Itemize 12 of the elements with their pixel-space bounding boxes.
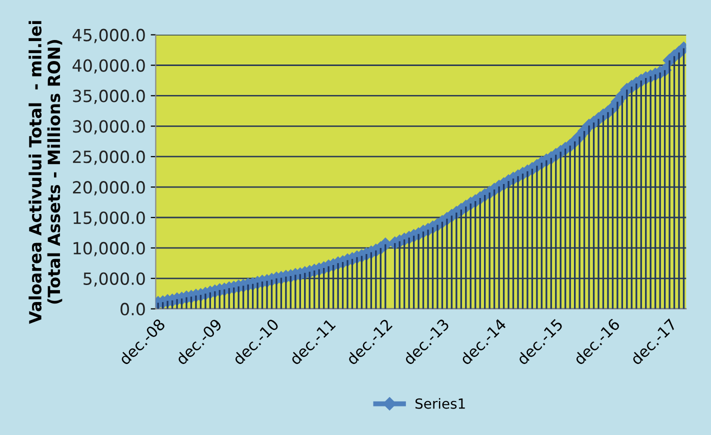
y-axis-title: Valoarea Activului Total - mil.lei (Total Assets - Millions RON)	[28, 21, 62, 324]
y-tick-label: 10,000.0	[74, 242, 145, 256]
y-tick-label: 40,000.0	[72, 59, 145, 74]
y-tick-label: 25,000.0	[72, 150, 145, 165]
y-tick-label: 35,000.0	[73, 90, 145, 104]
y-tick-label: 30,000.0	[73, 120, 145, 134]
y-tick-label: 45,000.0	[72, 28, 145, 44]
y-tick-label: 0.0	[120, 302, 145, 316]
y-tick-label: 20,000.0	[72, 181, 145, 196]
y-tick-label: 15,000.0	[74, 211, 145, 226]
legend-label: Series1	[415, 398, 465, 409]
y-tick-label: 5,000.0	[84, 272, 145, 287]
